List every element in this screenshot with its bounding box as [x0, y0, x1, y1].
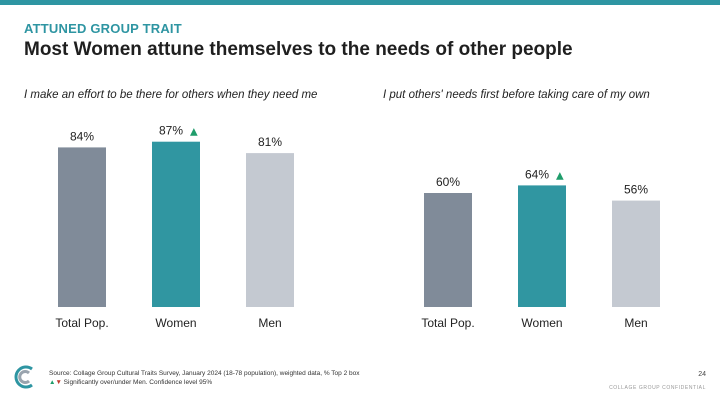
chart-2: 60% Total Pop. 64% ▲ Women 56% Men: [386, 110, 686, 345]
bar-value-label: 60%: [436, 175, 460, 189]
collage-logo-icon: [14, 365, 33, 389]
category-label: Men: [258, 316, 281, 330]
category-label: Men: [624, 316, 647, 330]
bar-value-label: 87%: [159, 124, 183, 138]
footer-note: ▲▼ Significantly over/under Men. Confide…: [49, 379, 212, 386]
top-accent-bar: [0, 0, 720, 5]
confidential-label: COLLAGE GROUP CONFIDENTIAL: [609, 385, 706, 391]
bar-men: [612, 200, 660, 307]
bar-women: [152, 141, 200, 307]
category-label: Total Pop.: [55, 316, 108, 330]
bar-women: [518, 185, 566, 307]
page-number: 24: [698, 371, 706, 378]
footer-source: Source: Collage Group Cultural Traits Su…: [49, 370, 360, 377]
bar-total-pop: [58, 147, 106, 307]
significance-up-icon: ▲: [556, 170, 564, 181]
bar-total-pop: [424, 193, 472, 307]
chart-2-svg: 60% Total Pop. 64% ▲ Women 56% Men: [421, 167, 660, 330]
category-label: Women: [521, 316, 562, 330]
category-label: Women: [155, 316, 196, 330]
chart-1-title: I make an effort to be there for others …: [24, 89, 318, 101]
significance-up-icon: ▲: [49, 379, 56, 386]
significance-down-icon: ▼: [55, 379, 62, 386]
bar-value-label: 56%: [624, 183, 648, 197]
bar-value-label: 81%: [258, 135, 282, 149]
category-label: Total Pop.: [421, 316, 474, 330]
chart-1: 84% Total Pop. 87% ▲ Women 81% Men: [20, 110, 320, 345]
footer-note-text: Significantly over/under Men. Confidence…: [61, 379, 213, 386]
significance-up-icon: ▲: [190, 127, 198, 138]
chart-1-svg: 84% Total Pop. 87% ▲ Women 81% Men: [55, 124, 294, 330]
page-title: Most Women attune themselves to the need…: [24, 39, 573, 60]
bar-value-label: 64%: [525, 167, 549, 181]
bar-men: [246, 153, 294, 307]
bar-value-label: 84%: [70, 129, 94, 143]
chart-2-title: I put others' needs first before taking …: [383, 89, 650, 101]
eyebrow-label: ATTUNED GROUP TRAIT: [24, 21, 182, 36]
